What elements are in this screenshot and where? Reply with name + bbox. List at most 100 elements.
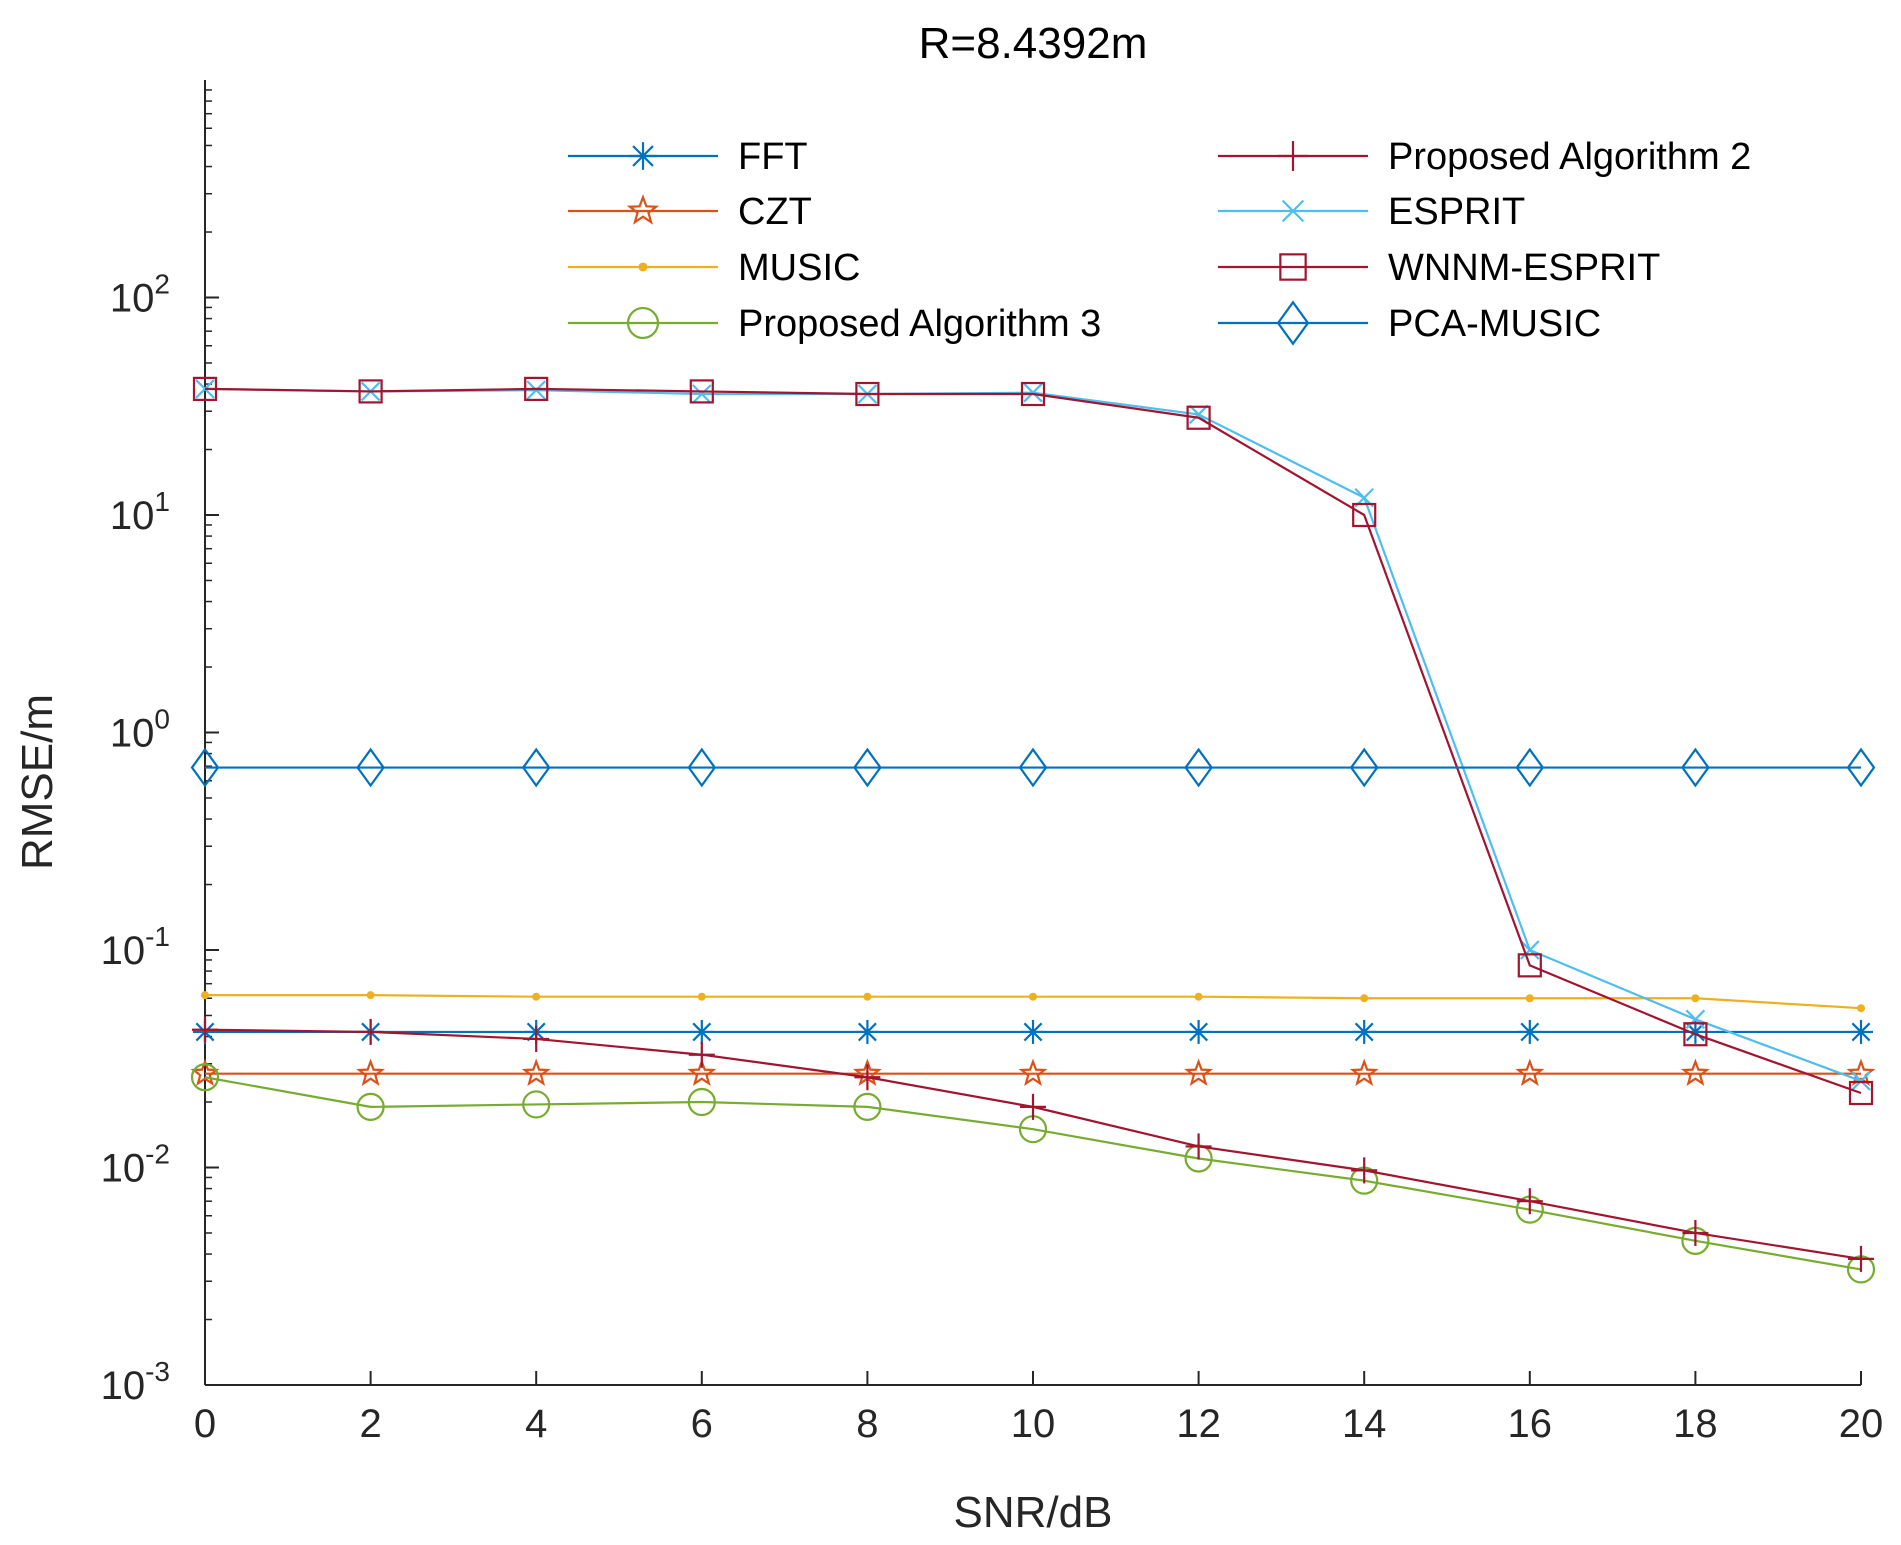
data-point-fft: [1352, 1019, 1377, 1044]
y-tick-label: 10-1: [101, 921, 170, 973]
data-point-wnnm-esprit: [855, 381, 880, 407]
legend-marker: [626, 194, 660, 225]
data-point-proposed-algorithm-3: [687, 1087, 716, 1117]
data-point-pca-music: [1515, 747, 1545, 788]
marker-shape: [1681, 747, 1710, 788]
data-point-fft: [689, 1019, 714, 1044]
data-point-esprit: [692, 384, 712, 404]
series-wnnm-esprit: [192, 376, 1874, 1106]
legend-label: Proposed Algorithm 2: [1388, 136, 1751, 178]
data-point-fft: [1021, 1019, 1045, 1044]
legend-item-proposed-algorithm-2: Proposed Algorithm 2: [1218, 136, 1751, 178]
data-point-wnnm-esprit: [358, 379, 383, 404]
marker-shape: [521, 1058, 551, 1086]
data-point-wnnm-esprit: [192, 376, 218, 401]
marker-shape: [1517, 953, 1542, 978]
data-point-esprit: [195, 379, 215, 399]
marker-shape: [626, 194, 660, 225]
legend-marker: [638, 262, 648, 272]
marker-stroke: [857, 1022, 877, 1042]
marker-shape: [524, 376, 549, 401]
data-point-music: [1857, 1004, 1865, 1013]
data-point-wnnm-esprit: [1517, 953, 1542, 978]
data-point-czt: [1846, 1058, 1876, 1086]
x-tick-label: 10: [1011, 1402, 1056, 1446]
marker-shape: [689, 379, 714, 404]
marker-shape: [358, 379, 383, 404]
legend-item-fft: FFT: [568, 136, 808, 178]
series-proposed-algorithm-3: [190, 1063, 1876, 1284]
x-tick-label: 6: [691, 1402, 713, 1446]
data-point-proposed-algorithm-2: [1185, 1133, 1212, 1160]
marker-shape: [1846, 1058, 1876, 1086]
x-axis-title: SNR/dB: [954, 1488, 1113, 1537]
legend-marker: [1279, 253, 1307, 281]
data-point-music: [1029, 992, 1037, 1001]
data-point-wnnm-esprit: [524, 376, 549, 401]
data-point-wnnm-esprit: [1848, 1080, 1874, 1106]
data-point-music: [1194, 992, 1203, 1001]
data-point-wnnm-esprit: [1683, 1022, 1708, 1047]
marker-shape: [1680, 1058, 1710, 1086]
data-point-fft: [1186, 1019, 1211, 1044]
marker-stroke: [1023, 382, 1043, 403]
x-tick-label: 20: [1839, 1402, 1884, 1446]
marker-shape: [532, 992, 541, 1001]
marker-stroke: [1189, 1022, 1209, 1042]
marker-shape: [863, 992, 872, 1001]
data-point-proposed-algorithm-2: [357, 1018, 384, 1045]
marker-shape: [521, 747, 551, 788]
x-tick-label: 8: [856, 1402, 878, 1446]
series-layer: [190, 376, 1876, 1284]
marker-shape: [1525, 994, 1534, 1003]
data-point-music: [366, 991, 375, 1000]
x-tick-label: 12: [1176, 1402, 1221, 1446]
marker-shape: [687, 1087, 716, 1117]
series-czt: [190, 1058, 1876, 1086]
data-point-wnnm-esprit: [689, 379, 714, 404]
y-tick-label: 102: [110, 269, 170, 321]
marker-shape: [356, 1092, 385, 1121]
data-point-pca-music: [356, 747, 385, 788]
data-point-proposed-algorithm-2: [1848, 1245, 1874, 1272]
y-tick-label: 10-2: [101, 1139, 170, 1191]
x-tick-label: 4: [525, 1402, 547, 1446]
data-point-pca-music: [687, 747, 717, 788]
marker-shape: [638, 262, 648, 272]
marker-shape: [190, 747, 220, 788]
data-point-proposed-algorithm-2: [688, 1041, 715, 1068]
marker-stroke: [1520, 1022, 1540, 1042]
data-point-proposed-algorithm-2: [1516, 1188, 1543, 1215]
marker-shape: [687, 1058, 717, 1086]
data-point-pca-music: [1184, 747, 1213, 788]
legend-label: MUSIC: [738, 247, 860, 289]
marker-shape: [1360, 994, 1369, 1003]
x-tick-label: 16: [1508, 1402, 1553, 1446]
marker-shape: [192, 376, 218, 401]
marker-shape: [1184, 747, 1213, 788]
marker-stroke: [692, 1022, 712, 1042]
data-point-czt: [521, 1058, 551, 1086]
data-point-proposed-algorithm-3: [356, 1092, 385, 1121]
y-tick-label: 10-3: [101, 1356, 170, 1408]
marker-stroke: [1188, 404, 1209, 425]
data-point-proposed-algorithm-3: [522, 1090, 551, 1119]
legend-label: PCA-MUSIC: [1388, 303, 1601, 345]
x-tick-label: 0: [194, 1402, 216, 1446]
marker-shape: [697, 992, 706, 1001]
data-point-pca-music: [1349, 747, 1379, 788]
marker-shape: [1029, 992, 1037, 1001]
data-point-music: [1525, 994, 1534, 1003]
x-tick-label: 14: [1342, 1402, 1387, 1446]
data-point-wnnm-esprit: [1020, 381, 1046, 407]
marker-shape: [853, 747, 882, 788]
data-point-esprit: [1023, 382, 1043, 403]
data-point-proposed-algorithm-2: [192, 1016, 218, 1043]
marker-shape: [1846, 747, 1876, 788]
legend-marker: [626, 306, 660, 340]
legend-item-czt: CZT: [568, 191, 812, 233]
data-point-pca-music: [1846, 747, 1876, 788]
data-point-czt: [687, 1058, 717, 1086]
